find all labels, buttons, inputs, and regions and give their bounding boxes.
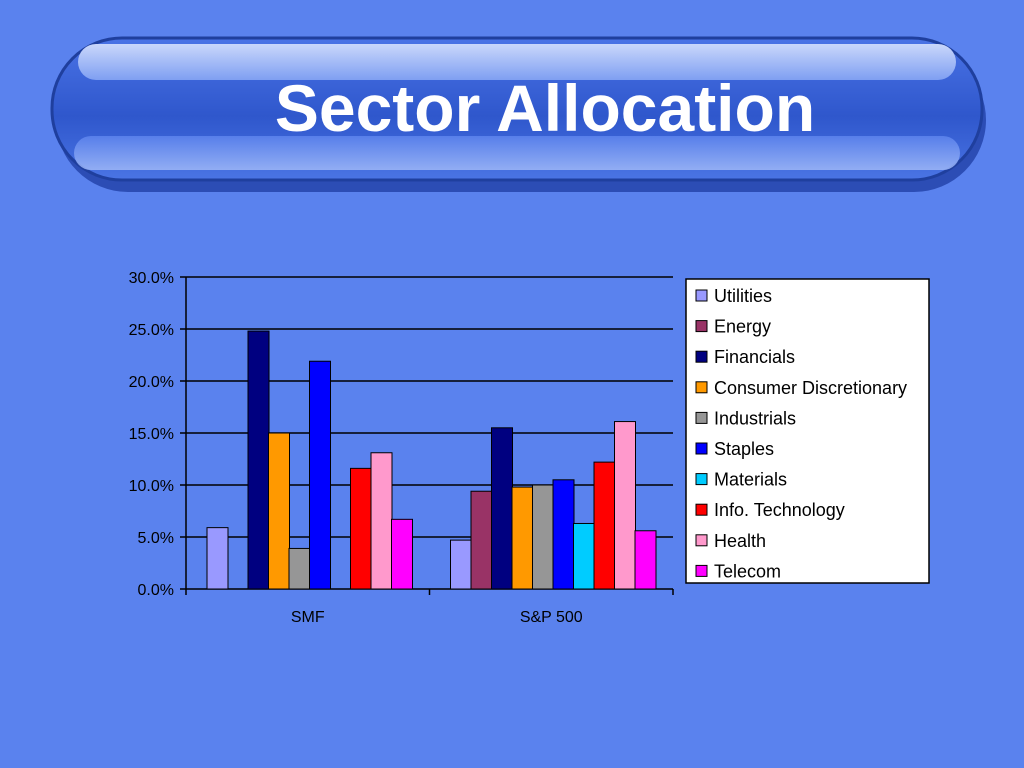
y-tick-label: 15.0% [129,426,174,443]
legend-swatch [695,411,708,424]
legend-entry: Info. Technology [714,500,845,520]
x-tick-label: S&P 500 [520,609,583,626]
legend-swatch [695,381,708,394]
x-tick-label: SMF [291,609,325,626]
legend-entry: Health [714,531,766,551]
legend-entry: Utilities [714,286,772,306]
legend-swatch [695,442,708,455]
bar [370,452,393,590]
bar [268,432,290,590]
y-tick-label: 0.0% [138,582,174,599]
bar [288,547,311,590]
legend-swatch [695,503,708,516]
y-tick-label: 30.0% [129,270,174,287]
bar [634,530,657,590]
legend-entry: Energy [714,317,771,337]
bar [614,421,636,590]
bar [573,522,595,590]
bar [552,479,575,590]
legend: Utilities Energy Financials Consumer Discre… [685,278,930,584]
title-banner [50,36,986,192]
legend-entry: Materials [714,470,787,490]
bar [532,484,554,590]
bar [350,467,372,590]
bar [391,518,413,590]
bar [470,490,493,590]
legend-entry: Industrials [714,408,796,428]
y-tick-label: 10.0% [129,478,174,495]
bars [206,330,657,590]
legend-swatch [695,320,708,333]
tick-labels: 0.0% 5.0% 10.0% 15.0% 20.0% 25.0% 30.0% SMF S&P … [129,270,583,626]
legend-entry: Consumer Discretionary [714,378,907,398]
bar [450,539,472,590]
bar [206,527,229,590]
legend-entry: Financials [714,347,795,367]
y-tick-label: 20.0% [129,374,174,391]
slide-title: Sector Allocation [274,71,816,145]
legend-swatch [695,350,708,363]
banner-lowlight [74,136,960,170]
y-tick-label: 25.0% [129,322,174,339]
banner-highlight [78,44,956,80]
legend-swatch [695,289,708,302]
legend-entry: Telecom [714,561,781,581]
legend-swatch [695,564,708,577]
legend-swatch [695,534,708,547]
bar [593,461,616,590]
legend-box [685,278,930,584]
legend-entry: Staples [714,439,774,459]
bar [247,330,270,590]
bar [511,486,534,590]
legend-swatch [695,473,708,486]
y-tick-label: 5.0% [138,530,174,547]
bar [309,360,331,590]
bar [491,427,513,590]
